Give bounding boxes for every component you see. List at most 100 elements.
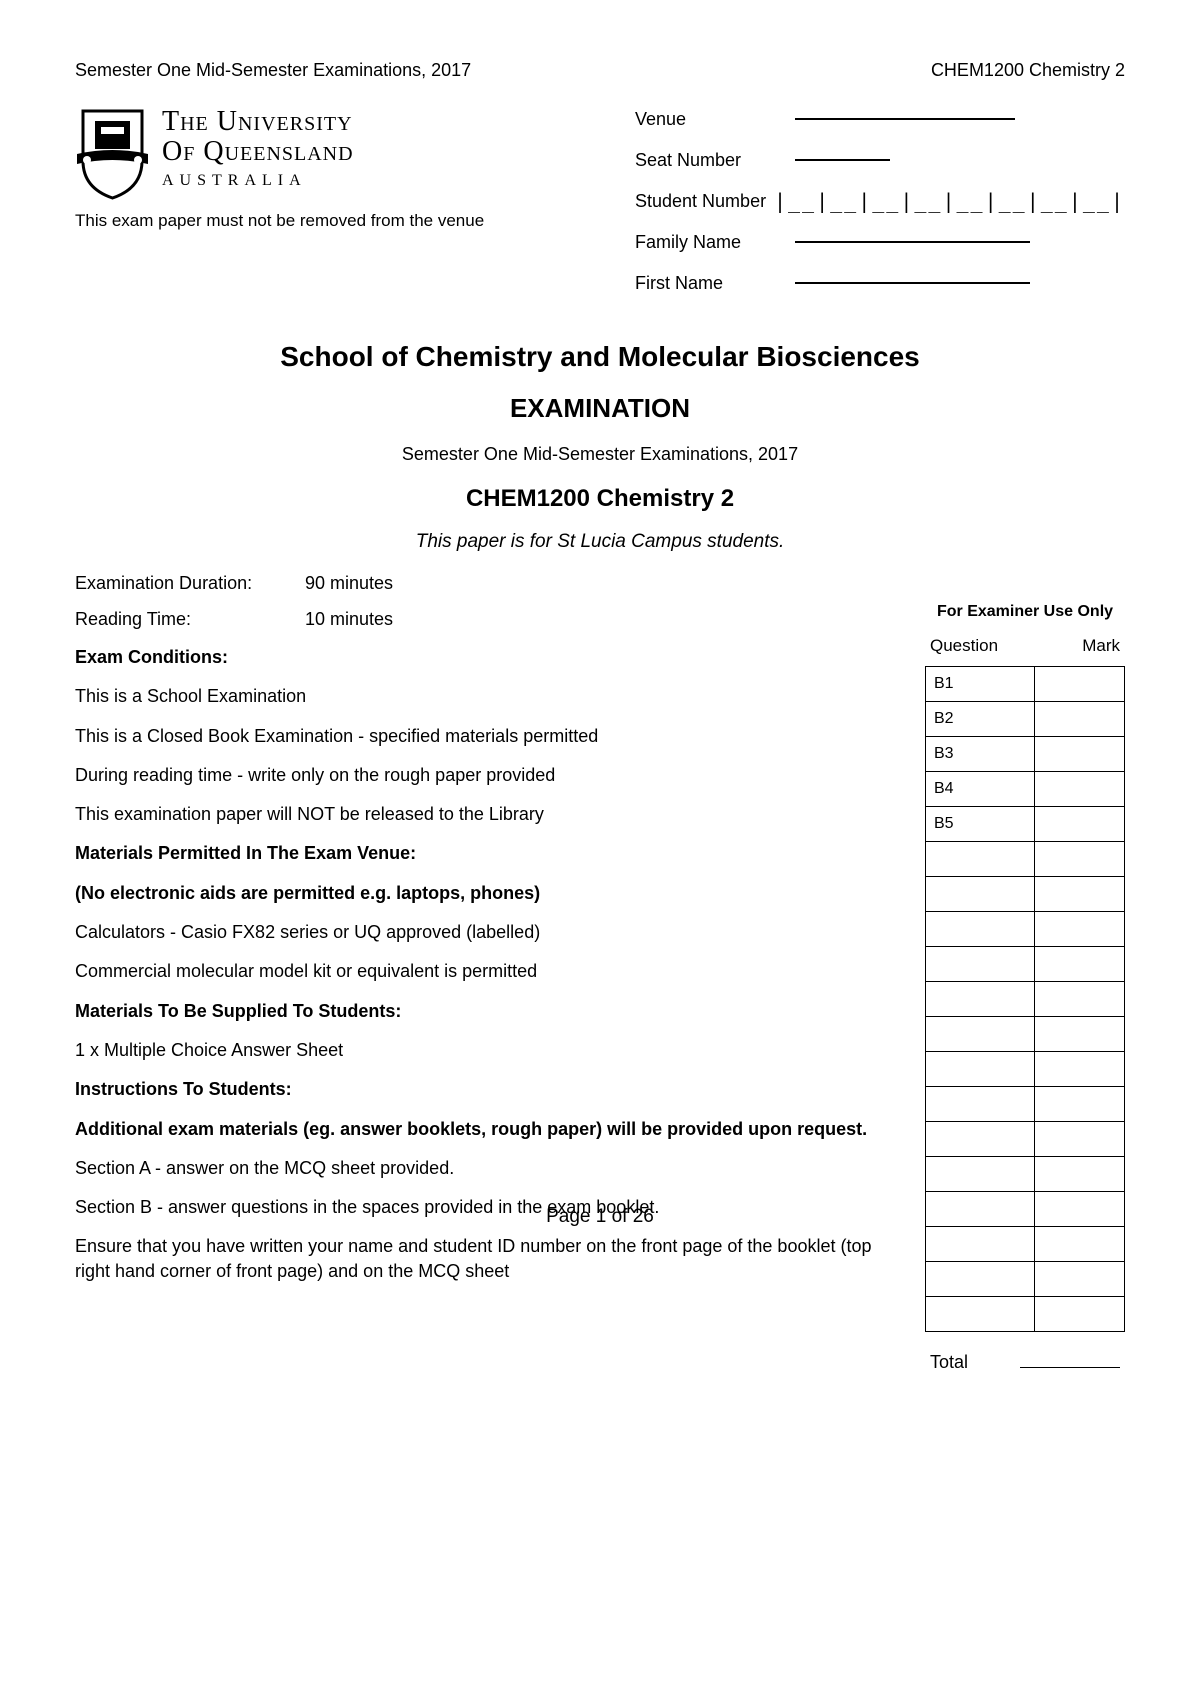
question-cell — [926, 1157, 1035, 1192]
school-title: School of Chemistry and Molecular Biosci… — [75, 341, 1125, 373]
student-number-row: Student Number |__|__|__|__|__|__|__|__| — [635, 188, 1125, 214]
uq-crest-icon — [75, 106, 150, 201]
mark-table-row — [926, 877, 1125, 912]
mark-cell[interactable] — [1035, 1087, 1125, 1122]
mark-cell[interactable] — [1035, 912, 1125, 947]
question-cell: B2 — [926, 702, 1035, 737]
question-cell — [926, 1262, 1035, 1297]
question-cell — [926, 1122, 1035, 1157]
mark-table-row — [926, 1227, 1125, 1262]
mark-table: B1B2B3B4B5 — [925, 666, 1125, 1332]
mark-table-row — [926, 1017, 1125, 1052]
materials-2: Commercial molecular model kit or equiva… — [75, 959, 905, 983]
condition-2: This is a Closed Book Examination - spec… — [75, 724, 905, 748]
instruction-additional: Additional exam materials (eg. answer bo… — [75, 1117, 905, 1141]
conditions-heading: Exam Conditions: — [75, 645, 905, 669]
question-cell — [926, 982, 1035, 1017]
mark-table-header: Question Mark — [925, 636, 1125, 656]
supplied-1: 1 x Multiple Choice Answer Sheet — [75, 1038, 905, 1062]
page-number: Page 1 of 26 — [0, 1206, 1200, 1228]
examiner-use-title: For Examiner Use Only — [925, 603, 1125, 621]
mark-cell[interactable] — [1035, 1122, 1125, 1157]
mark-table-row — [926, 947, 1125, 982]
family-name-row: Family Name — [635, 229, 1125, 255]
mark-table-row — [926, 1122, 1125, 1157]
family-name-label: Family Name — [635, 232, 795, 253]
mark-cell[interactable] — [1035, 1262, 1125, 1297]
header-left: Semester One Mid-Semester Examinations, … — [75, 60, 471, 81]
mark-cell[interactable] — [1035, 1017, 1125, 1052]
mark-table-row: B3 — [926, 737, 1125, 772]
instruction-1: Section A - answer on the MCQ sheet prov… — [75, 1156, 905, 1180]
mark-table-row — [926, 842, 1125, 877]
mark-cell[interactable] — [1035, 737, 1125, 772]
total-row: Total — [925, 1352, 1125, 1373]
mark-cell[interactable] — [1035, 1297, 1125, 1332]
mark-cell[interactable] — [1035, 807, 1125, 842]
mark-cell[interactable] — [1035, 702, 1125, 737]
mark-header: Mark — [1082, 636, 1120, 656]
venue-note: This exam paper must not be removed from… — [75, 211, 484, 231]
reading-label: Reading Time: — [75, 609, 305, 630]
mark-table-row — [926, 982, 1125, 1017]
university-logo: The University Of Queensland AUSTRALIA — [75, 106, 484, 201]
seat-input[interactable] — [795, 159, 890, 161]
examination-label: EXAMINATION — [75, 393, 1125, 424]
student-number-input[interactable]: |__|__|__|__|__|__|__|__| — [774, 189, 1125, 213]
first-name-input[interactable] — [795, 282, 1030, 284]
materials-subheading: (No electronic aids are permitted e.g. l… — [75, 881, 905, 905]
instruction-3: Ensure that you have written your name a… — [75, 1234, 905, 1283]
main-body: Examination Duration: 90 minutes Reading… — [75, 573, 1125, 1373]
mark-cell[interactable] — [1035, 947, 1125, 982]
materials-1: Calculators - Casio FX82 series or UQ ap… — [75, 920, 905, 944]
mark-cell[interactable] — [1035, 667, 1125, 702]
mark-cell[interactable] — [1035, 772, 1125, 807]
instructions-heading: Instructions To Students: — [75, 1077, 905, 1101]
duration-row: Examination Duration: 90 minutes — [75, 573, 905, 594]
mark-cell[interactable] — [1035, 877, 1125, 912]
logo-line-2: Of Queensland — [162, 136, 354, 168]
question-cell — [926, 1087, 1035, 1122]
mark-table-row — [926, 1297, 1125, 1332]
condition-4: This examination paper will NOT be relea… — [75, 802, 905, 826]
logo-line-3: AUSTRALIA — [162, 172, 354, 190]
question-cell: B4 — [926, 772, 1035, 807]
mark-table-row: B2 — [926, 702, 1125, 737]
student-info-fields: Venue Seat Number Student Number |__|__|… — [635, 106, 1125, 311]
course-title: CHEM1200 Chemistry 2 — [75, 485, 1125, 513]
mark-cell[interactable] — [1035, 1227, 1125, 1262]
total-label: Total — [930, 1352, 968, 1373]
question-cell: B3 — [926, 737, 1035, 772]
question-cell — [926, 1227, 1035, 1262]
mark-table-row — [926, 1157, 1125, 1192]
condition-1: This is a School Examination — [75, 684, 905, 708]
question-header: Question — [930, 636, 998, 656]
seat-label: Seat Number — [635, 150, 795, 171]
right-column: For Examiner Use Only Question Mark B1B2… — [925, 573, 1125, 1373]
left-column: Examination Duration: 90 minutes Reading… — [75, 573, 905, 1373]
mark-cell[interactable] — [1035, 1157, 1125, 1192]
family-name-input[interactable] — [795, 241, 1030, 243]
question-cell: B1 — [926, 667, 1035, 702]
reading-value: 10 minutes — [305, 609, 393, 630]
mark-cell[interactable] — [1035, 1052, 1125, 1087]
question-cell — [926, 1052, 1035, 1087]
question-cell — [926, 1297, 1035, 1332]
campus-note: This paper is for St Lucia Campus studen… — [75, 531, 1125, 553]
mark-table-row: B5 — [926, 807, 1125, 842]
venue-row: Venue — [635, 106, 1125, 132]
first-name-row: First Name — [635, 270, 1125, 296]
mark-cell[interactable] — [1035, 842, 1125, 877]
question-cell — [926, 1017, 1035, 1052]
logo-line-1: The University — [162, 106, 354, 138]
question-cell — [926, 877, 1035, 912]
duration-label: Examination Duration: — [75, 573, 305, 594]
page-header: Semester One Mid-Semester Examinations, … — [75, 60, 1125, 81]
title-block: School of Chemistry and Molecular Biosci… — [75, 341, 1125, 553]
materials-heading: Materials Permitted In The Exam Venue: — [75, 841, 905, 865]
total-input[interactable] — [1020, 1367, 1120, 1368]
mark-cell[interactable] — [1035, 982, 1125, 1017]
duration-value: 90 minutes — [305, 573, 393, 594]
first-name-label: First Name — [635, 273, 795, 294]
venue-input[interactable] — [795, 118, 1015, 120]
